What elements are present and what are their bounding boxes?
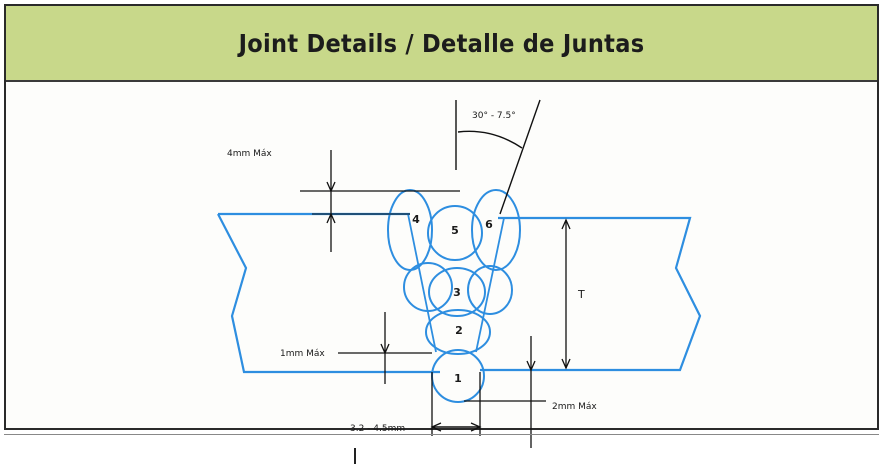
root-reinf-arrow [380, 343, 390, 355]
root-face-arrow-left [430, 422, 442, 432]
top-reinforcement-label: 4mm Máx [227, 149, 272, 159]
root-gap-arrow [526, 360, 536, 372]
panel-title: Joint Details / Detalle de Juntas [238, 28, 645, 58]
angle-arc [457, 130, 523, 149]
bead-label-2: 2 [455, 324, 463, 337]
angle-bevel-line [499, 99, 541, 215]
top-reinf-arrow-down [326, 181, 336, 193]
bottom-rule [4, 434, 879, 435]
bead-3 [428, 267, 486, 317]
bead-label-4: 4 [412, 213, 420, 226]
root-gap-label: 2mm Máx [552, 402, 597, 412]
bead-label-5: 5 [451, 224, 459, 237]
right-plate [480, 216, 702, 372]
root-face-arrow-right [470, 422, 482, 432]
bead-6 [471, 189, 521, 271]
root-reinforcement-label: 1mm Máx [280, 349, 325, 359]
bead-3-side-right [467, 265, 513, 315]
thickness-arrow-bottom [561, 358, 571, 370]
joint-details-panel: Joint Details / Detalle de Juntas [4, 4, 879, 430]
root-face-label: 3.2 - 4.5mm [350, 424, 405, 434]
bead-3-side-left [403, 262, 453, 312]
bead-4 [387, 189, 433, 271]
bead-label-6: 6 [485, 218, 493, 231]
bottom-tick [354, 448, 356, 464]
thickness-arrow-top [561, 218, 571, 230]
bead-2 [425, 309, 491, 355]
top-reinf-arrow-up [326, 212, 336, 224]
bead-5 [427, 205, 483, 261]
right-bevel-line [475, 217, 505, 353]
thickness-label: T [577, 288, 585, 301]
angle-label: 30° - 7.5° [472, 111, 516, 121]
panel-header: Joint Details / Detalle de Juntas [6, 6, 877, 82]
bead-label-1: 1 [454, 372, 462, 385]
left-plate [217, 212, 440, 374]
bead-label-3: 3 [453, 286, 461, 299]
left-bevel-line [407, 213, 437, 353]
